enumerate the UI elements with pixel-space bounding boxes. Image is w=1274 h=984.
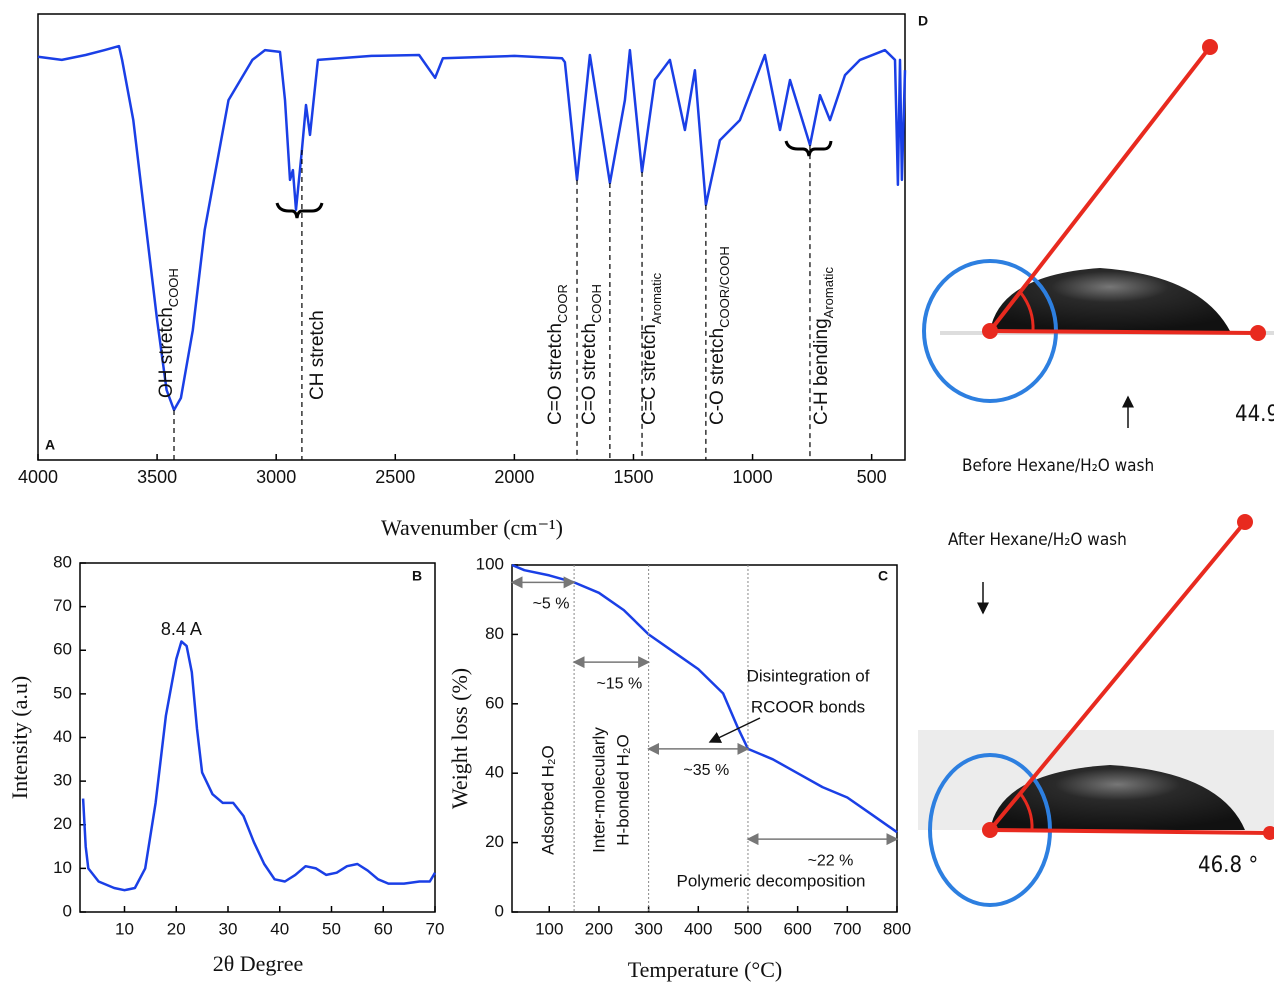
annotation: OH stretchCOOH bbox=[156, 268, 181, 398]
annotation: Polymeric decomposition bbox=[677, 871, 866, 890]
y-tick-label: 100 bbox=[476, 554, 504, 573]
data-line bbox=[37, 44, 907, 412]
span-label: ~5 % bbox=[533, 596, 570, 613]
photo-before bbox=[922, 39, 1274, 428]
annotation: RCOOR bonds bbox=[751, 697, 865, 716]
y-tick-label: 80 bbox=[485, 624, 504, 643]
annotation-sub: Aromatic bbox=[649, 272, 664, 324]
panel-label: C bbox=[878, 568, 888, 584]
y-tick-label: 80 bbox=[53, 552, 72, 571]
plot-frame bbox=[511, 564, 898, 913]
photo-after bbox=[918, 514, 1274, 907]
annotation: CH stretch bbox=[307, 310, 328, 400]
annotation: Inter-molecularly bbox=[589, 727, 608, 853]
span-label: ~22 % bbox=[808, 852, 854, 869]
x-tick-label: 4000 bbox=[18, 467, 58, 487]
y-tick-label: 40 bbox=[53, 727, 72, 746]
x-tick-label: 800 bbox=[883, 919, 911, 938]
y-tick-label: 60 bbox=[53, 640, 72, 659]
annotation: Disintegration of bbox=[747, 666, 870, 685]
x-tick-label: 300 bbox=[634, 919, 662, 938]
annotation-text: C=C stretch bbox=[639, 324, 660, 425]
annotation: C-O stretchCOOR/COOH bbox=[707, 246, 732, 425]
brace bbox=[784, 140, 833, 157]
x-tick-label: 30 bbox=[219, 919, 238, 938]
x-tick-label: 500 bbox=[734, 919, 762, 938]
caption: Before Hexane/H₂O wash bbox=[962, 456, 1154, 476]
x-tick-label: 100 bbox=[535, 919, 563, 938]
brace bbox=[275, 202, 324, 219]
span-label: ~15 % bbox=[596, 675, 642, 692]
peak-label: 8.4 A bbox=[161, 619, 202, 639]
annotation-sub: Aromatic bbox=[821, 267, 836, 319]
x-tick-label: 3000 bbox=[256, 467, 296, 487]
annotation-sub: COOH bbox=[166, 268, 181, 307]
y-tick-label: 0 bbox=[495, 901, 504, 920]
x-tick-label: 500 bbox=[857, 467, 887, 487]
x-tick-label: 400 bbox=[684, 919, 712, 938]
contact-angle: 44.9 ° bbox=[1235, 402, 1274, 427]
x-tick-label: 20 bbox=[167, 919, 186, 938]
annotation: C-H bendingAromatic bbox=[811, 267, 836, 425]
pointer-arrow bbox=[708, 717, 761, 743]
x-tick-label: 3500 bbox=[137, 467, 177, 487]
contact-angle: 46.8 ° bbox=[1198, 853, 1258, 878]
annotation: C=O stretchCOOH bbox=[579, 284, 604, 425]
x-tick-label: 2000 bbox=[494, 467, 534, 487]
annotation-text: OH stretch bbox=[156, 307, 177, 398]
plot-frame bbox=[79, 562, 436, 913]
annotation-text: CH stretch bbox=[307, 310, 328, 400]
annotation-text: C-H bending bbox=[811, 318, 832, 425]
annotation-sub: COOH bbox=[589, 284, 604, 323]
y-tick-label: 50 bbox=[53, 683, 72, 702]
data-line bbox=[81, 640, 437, 892]
x-tick-label: 700 bbox=[833, 919, 861, 938]
y-axis-label: Intensity (a.u) bbox=[7, 676, 32, 799]
annotation-sub: COOR/COOH bbox=[717, 246, 732, 328]
span-label: ~35 % bbox=[683, 762, 729, 779]
annotation-text: C=O stretch bbox=[545, 323, 566, 425]
panel-label: A bbox=[45, 437, 55, 453]
y-axis-label: Weight loss (%) bbox=[447, 668, 472, 809]
x-tick-label: 1500 bbox=[613, 467, 653, 487]
annotation-text: C-O stretch bbox=[707, 328, 728, 425]
panel-label: B bbox=[412, 568, 422, 584]
y-tick-label: 40 bbox=[485, 763, 504, 782]
x-tick-label: 70 bbox=[426, 919, 445, 938]
x-axis-label: Temperature (°C) bbox=[628, 957, 782, 982]
x-tick-label: 200 bbox=[585, 919, 613, 938]
x-tick-label: 2500 bbox=[375, 467, 415, 487]
caption: After Hexane/H₂O wash bbox=[948, 530, 1127, 550]
y-tick-label: 20 bbox=[485, 832, 504, 851]
x-tick-label: 600 bbox=[783, 919, 811, 938]
x-axis-label: 2θ Degree bbox=[213, 951, 304, 976]
annotation: H-bonded H₂O bbox=[613, 734, 632, 846]
annotation: C=C stretchAromatic bbox=[639, 272, 664, 425]
annotation-sub: COOR bbox=[555, 284, 570, 323]
y-tick-label: 60 bbox=[485, 693, 504, 712]
x-tick-label: 60 bbox=[374, 919, 393, 938]
panel-label: D bbox=[918, 13, 928, 29]
y-tick-label: 20 bbox=[53, 814, 72, 833]
y-tick-label: 0 bbox=[63, 901, 72, 920]
annotation: Adsorbed H₂O bbox=[538, 745, 557, 855]
x-tick-label: 1000 bbox=[733, 467, 773, 487]
y-tick-label: 10 bbox=[53, 858, 72, 877]
x-tick-label: 10 bbox=[115, 919, 134, 938]
annotation: C=O stretchCOOR bbox=[545, 284, 570, 425]
x-tick-label: 50 bbox=[322, 919, 341, 938]
plot-frame bbox=[37, 13, 906, 461]
x-tick-label: 40 bbox=[270, 919, 289, 938]
annotation-text: C=O stretch bbox=[579, 323, 600, 425]
y-tick-label: 70 bbox=[53, 596, 72, 615]
y-tick-label: 30 bbox=[53, 771, 72, 790]
x-axis-label: Wavenumber (cm⁻¹) bbox=[381, 515, 563, 540]
